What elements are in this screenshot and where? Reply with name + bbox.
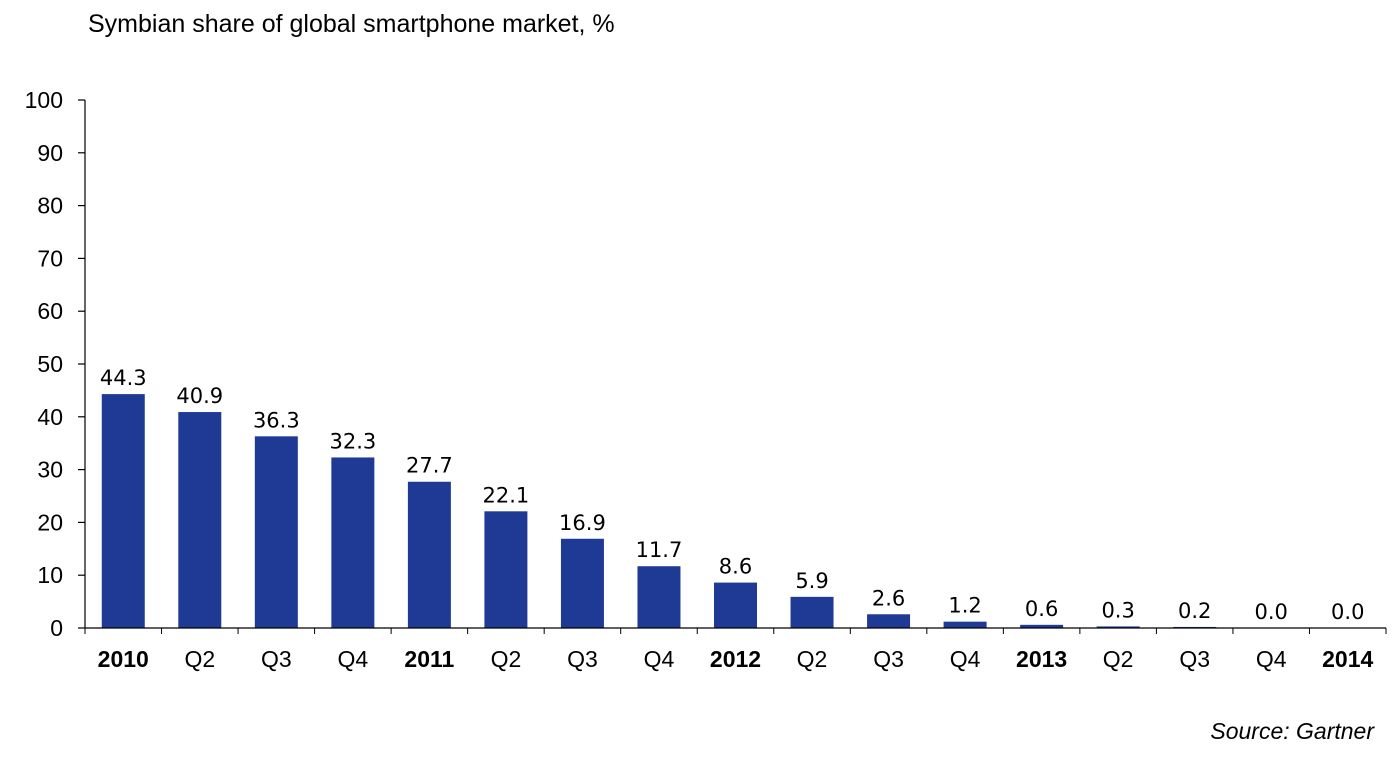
x-tick-label: Q2 [184, 646, 215, 672]
x-tick-label: 2010 [98, 646, 149, 672]
y-tick-label: 70 [37, 245, 63, 271]
data-label: 11.7 [636, 538, 683, 562]
y-tick-label: 60 [37, 298, 63, 324]
x-tick-label: Q4 [644, 646, 675, 672]
data-label: 5.9 [795, 569, 828, 593]
data-label: 2.6 [872, 586, 905, 610]
x-tick-label: Q4 [1256, 646, 1287, 672]
x-tick-label: Q4 [950, 646, 981, 672]
bar [1096, 626, 1140, 628]
data-label: 1.2 [948, 594, 981, 618]
bar [867, 614, 911, 628]
bar [484, 511, 528, 628]
data-label: 22.1 [483, 483, 530, 507]
data-label: 16.9 [559, 511, 606, 535]
y-tick-label: 50 [37, 351, 63, 377]
data-label: 0.0 [1331, 600, 1364, 624]
x-tick-label: Q2 [1103, 646, 1134, 672]
x-tick-label: Q3 [1179, 646, 1210, 672]
data-labels: 44.3 40.9 36.3 32.3 27.7 22.1 16.9 11.7 8.6 5.9 2.… [100, 366, 1365, 624]
data-label: 44.3 [100, 366, 147, 390]
data-label: 27.7 [406, 454, 453, 478]
bars [101, 394, 1217, 628]
data-label: 0.6 [1025, 597, 1058, 621]
x-tick-label: Q3 [261, 646, 292, 672]
x-tick-label: 2012 [710, 646, 761, 672]
data-label: 36.3 [253, 408, 300, 432]
chart-title: Symbian share of global smartphone marke… [88, 10, 615, 38]
x-tick-label: 2014 [1322, 646, 1373, 672]
x-tick-label: Q3 [873, 646, 904, 672]
bar [331, 457, 375, 628]
x-tick-label: Q2 [797, 646, 828, 672]
x-axis: 2010 Q2 Q3 Q4 2011 Q2 Q3 Q4 2012 Q2 Q3 Q4 2013 Q2 Q3 Q4… [84, 627, 1387, 672]
bar [101, 394, 145, 628]
bar [943, 621, 987, 628]
bar [790, 596, 834, 628]
bar [407, 481, 451, 628]
bar [714, 582, 757, 628]
data-label: 0.0 [1255, 600, 1288, 624]
y-tick-label: 40 [37, 404, 63, 430]
y-tick-label: 100 [25, 87, 63, 113]
bar [254, 436, 298, 628]
y-tick-label: 0 [50, 615, 63, 641]
y-tick-label: 20 [37, 509, 63, 535]
x-tick-label: Q4 [338, 646, 369, 672]
x-tick-label: Q3 [567, 646, 598, 672]
y-tick-label: 90 [37, 140, 63, 166]
x-tick-label: 2013 [1016, 646, 1067, 672]
y-tick-label: 10 [37, 562, 63, 588]
bar [1020, 624, 1064, 628]
x-tick-label: 2011 [404, 646, 454, 672]
bar [560, 538, 604, 628]
bar [637, 566, 681, 628]
data-label: 0.3 [1101, 598, 1134, 622]
data-label: 40.9 [176, 384, 223, 408]
y-tick-label: 80 [37, 193, 63, 219]
x-tick-label: Q2 [491, 646, 522, 672]
data-label: 32.3 [329, 429, 376, 453]
data-label: 8.6 [719, 555, 752, 579]
data-label: 0.2 [1178, 599, 1211, 623]
y-tick-label: 30 [37, 457, 63, 483]
source-note: Source: Gartner [1210, 718, 1374, 744]
bar [178, 412, 222, 628]
y-axis: 0 10 20 30 40 50 60 70 80 90 100 [25, 87, 86, 641]
